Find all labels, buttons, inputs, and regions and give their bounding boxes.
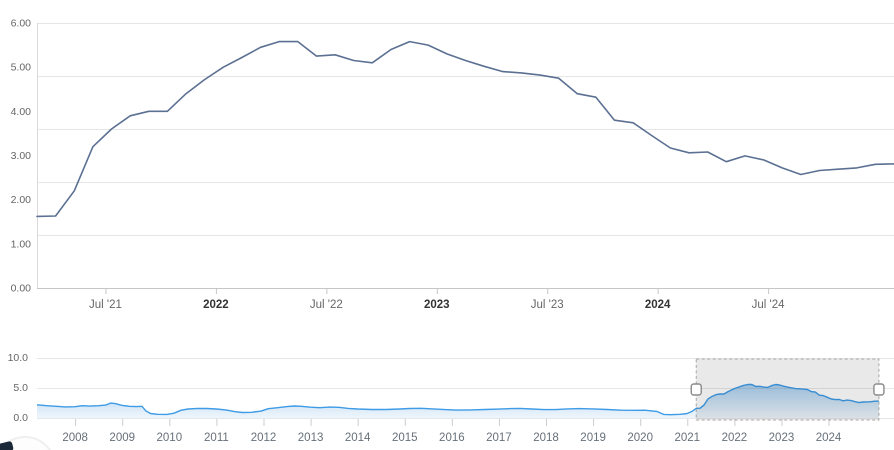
nav-left-handle[interactable] [690, 383, 702, 396]
nav-x-axis-label: 2010 [157, 432, 183, 444]
nav-x-axis-label: 2023 [769, 432, 795, 444]
y-axis-label: 5.00 [11, 62, 32, 74]
x-axis-label: Jul '21 [89, 299, 122, 311]
nav-x-axis-label: 2019 [580, 432, 606, 444]
nav-x-axis-label: 2016 [439, 432, 465, 444]
x-axis-label: 2023 [424, 299, 450, 311]
nav-y-axis-label: 5.0 [13, 382, 28, 394]
nav-x-axis-label: 2021 [674, 432, 700, 444]
value-series-line [36, 40, 894, 218]
x-axis-label: 2024 [645, 299, 671, 311]
nav-x-axis-label: 2009 [109, 432, 135, 444]
nav-selected-range[interactable] [695, 358, 880, 421]
nav-x-axis-label: 2017 [486, 432, 512, 444]
nav-x-axis-label: 2024 [816, 432, 842, 444]
nav-x-axis-label: 2020 [627, 432, 653, 444]
x-axis-label: Jul '23 [531, 299, 564, 311]
nav-x-axis-label: 2013 [298, 432, 324, 444]
x-axis-label: 2022 [203, 299, 229, 311]
x-axis-label: Jul '22 [310, 299, 343, 311]
nav-x-axis-label: 2018 [533, 432, 559, 444]
y-axis-label: 0.00 [11, 283, 32, 295]
nav-x-axis-label: 2011 [204, 432, 229, 444]
floating-widget-icon [0, 440, 14, 450]
nav-area-fill [37, 384, 879, 418]
x-axis-label: Jul '24 [752, 299, 785, 311]
y-axis-label: 2.00 [11, 194, 32, 206]
main-value-chart: 6.00 5.00 4.00 3.00 2.00 1.00 0.00 Jul '21 2022 J… [11, 18, 894, 311]
nav-y-axis-label: 10.0 [8, 352, 29, 364]
y-axis-label: 6.00 [11, 18, 32, 30]
nav-x-axis-label: 2022 [722, 432, 748, 444]
y-axis-label: 3.00 [11, 150, 32, 162]
nav-x-axis-label: 2012 [251, 432, 277, 444]
nav-x-axis-label: 2015 [392, 432, 418, 444]
y-axis-label: 4.00 [11, 106, 32, 118]
nav-series-line [36, 383, 879, 416]
nav-x-axis-label: 2008 [62, 432, 88, 444]
nav-x-axis-label: 2014 [345, 432, 371, 444]
y-axis-label: 1.00 [11, 238, 32, 250]
nav-y-axis-label: 0.0 [13, 412, 28, 424]
nav-right-handle[interactable] [873, 383, 885, 396]
navigator-range-selector[interactable]: 10.0 5.0 0.0 2008 2009 2010 2011 2012 2013 2014 20… [0, 340, 894, 450]
